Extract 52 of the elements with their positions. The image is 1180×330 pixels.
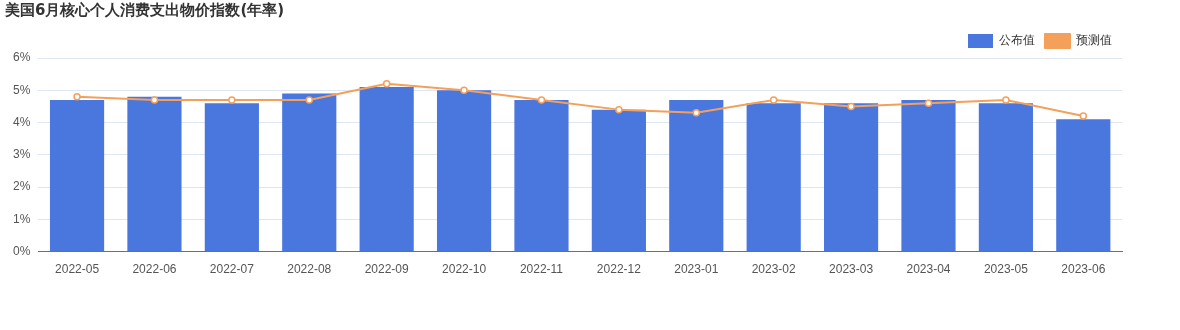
x-tick-label: 2022-07 xyxy=(209,262,255,277)
bar xyxy=(824,103,879,252)
bar xyxy=(901,99,956,252)
point xyxy=(769,96,778,104)
bar xyxy=(669,99,724,252)
bar xyxy=(978,103,1033,252)
chart-title: 美国6月核心个人消费支出物价指数(年率) xyxy=(4,0,285,19)
point xyxy=(1079,112,1088,120)
x-tick-label: 2022-11 xyxy=(519,262,564,277)
legend-label: 公布值 xyxy=(999,33,1035,48)
bar xyxy=(359,87,414,252)
legend-label: 预测值 xyxy=(1076,33,1112,48)
bar xyxy=(1056,119,1111,252)
x-tick-label: 2023-04 xyxy=(906,262,951,277)
point xyxy=(924,99,933,107)
bar xyxy=(746,103,801,252)
point xyxy=(460,86,468,95)
x-tick-label: 2022-09 xyxy=(364,262,409,277)
x-tick-label: 2022-08 xyxy=(287,262,332,277)
y-tick-label: 4% xyxy=(13,114,31,129)
point xyxy=(305,96,314,104)
point xyxy=(692,109,701,117)
x-tick-label: 2023-06 xyxy=(1061,262,1106,277)
point xyxy=(537,96,546,104)
y-tick-label: 2% xyxy=(13,179,31,194)
x-tick-label: 2023-05 xyxy=(983,262,1029,277)
y-tick-label: 1% xyxy=(13,211,31,226)
bar xyxy=(436,90,492,252)
point xyxy=(382,80,391,88)
point xyxy=(1002,96,1010,104)
point xyxy=(228,96,236,104)
x-tick-label: 2022-10 xyxy=(442,262,487,277)
y-tick-label: 0% xyxy=(13,243,31,258)
x-tick-label: 2023-03 xyxy=(829,262,874,277)
bar xyxy=(127,96,182,252)
x-tick-label: 2022-05 xyxy=(55,262,100,277)
bar xyxy=(204,103,259,252)
bar xyxy=(282,93,337,252)
x-tick-label: 2023-02 xyxy=(751,262,797,277)
bar xyxy=(514,99,569,252)
point xyxy=(615,105,623,114)
point xyxy=(73,92,81,101)
point xyxy=(150,96,159,104)
bar xyxy=(591,109,646,252)
x-tick-label: 2023-01 xyxy=(674,262,719,277)
x-tick-label: 2022-12 xyxy=(596,262,642,277)
y-tick-label: 5% xyxy=(13,82,31,97)
x-tick-label: 2022-06 xyxy=(132,262,177,277)
y-tick-label: 6% xyxy=(13,50,31,65)
bar xyxy=(49,99,105,252)
point xyxy=(847,102,855,111)
y-tick-label: 3% xyxy=(13,147,31,162)
